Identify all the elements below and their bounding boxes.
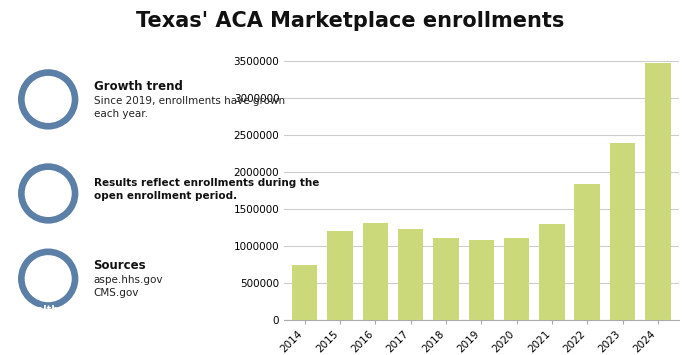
Bar	[398, 229, 424, 320]
Ellipse shape	[25, 170, 71, 217]
Bar	[468, 240, 494, 320]
Bar	[433, 237, 459, 320]
Bar	[610, 143, 635, 320]
Text: aspe.hhs.gov
CMS.gov: aspe.hhs.gov CMS.gov	[94, 275, 163, 298]
Ellipse shape	[18, 69, 78, 130]
Ellipse shape	[25, 255, 71, 302]
Ellipse shape	[18, 163, 78, 224]
Text: Since 2019, enrollments have grown
each year.: Since 2019, enrollments have grown each …	[94, 96, 285, 119]
Text: insurance: insurance	[23, 321, 57, 327]
Bar	[504, 237, 529, 320]
Text: Results reflect enrollments during the
open enrollment period.: Results reflect enrollments during the o…	[94, 178, 319, 201]
Text: Texas' ACA Marketplace enrollments: Texas' ACA Marketplace enrollments	[136, 11, 564, 31]
Bar	[292, 265, 317, 320]
Text: Growth trend: Growth trend	[94, 80, 183, 93]
Text: .org: .org	[26, 335, 55, 348]
Ellipse shape	[25, 76, 71, 123]
Bar	[575, 184, 600, 320]
Bar	[328, 231, 353, 320]
Bar	[363, 223, 388, 320]
Bar	[539, 224, 565, 320]
Text: Sources: Sources	[94, 259, 146, 272]
Bar	[645, 63, 671, 320]
Ellipse shape	[18, 248, 78, 309]
Text: health: health	[22, 305, 58, 315]
